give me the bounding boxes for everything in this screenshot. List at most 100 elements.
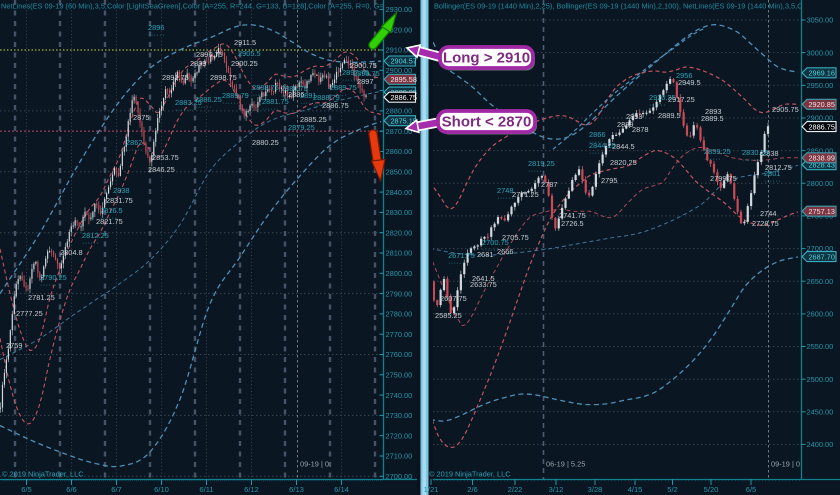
svg-text:2911.5: 2911.5 — [234, 38, 256, 47]
svg-text:2891.75: 2891.75 — [162, 73, 189, 82]
svg-text:2600.00: 2600.00 — [807, 310, 834, 319]
svg-text:2900.00: 2900.00 — [386, 66, 413, 75]
svg-text:······: ······ — [175, 107, 192, 114]
svg-text:2710.00: 2710.00 — [386, 452, 413, 461]
svg-text:2896.75: 2896.75 — [196, 50, 223, 59]
svg-text:······: ······ — [252, 92, 269, 99]
svg-text:2800.00: 2800.00 — [807, 179, 834, 188]
svg-text:2820.00: 2820.00 — [386, 228, 413, 237]
svg-text:2910.00: 2910.00 — [386, 46, 413, 55]
svg-text:© 2019 NinjaTrader, LLC: © 2019 NinjaTrader, LLC — [429, 470, 511, 479]
svg-text:······: ······ — [353, 78, 370, 85]
svg-text:2886.25: 2886.25 — [195, 95, 222, 104]
svg-text:······: ······ — [222, 100, 239, 107]
svg-text:2819.25: 2819.25 — [528, 159, 555, 168]
svg-text:2790.00: 2790.00 — [386, 289, 413, 298]
svg-text:2816.5: 2816.5 — [100, 206, 123, 215]
svg-text:2821.75: 2821.75 — [96, 217, 123, 226]
svg-text:······: ······ — [676, 80, 693, 87]
svg-text:2804.8: 2804.8 — [60, 248, 83, 257]
svg-text:6/13: 6/13 — [289, 485, 304, 494]
svg-text:2839.25: 2839.25 — [704, 147, 731, 156]
svg-text:2400.00: 2400.00 — [807, 440, 834, 449]
svg-text:······: ······ — [113, 195, 130, 202]
svg-text:NetLines(ES 09-19 (60 Min),3,5: NetLines(ES 09-19 (60 Min),3,5,Color [Li… — [1, 2, 398, 11]
svg-text:2881.75: 2881.75 — [262, 97, 289, 106]
svg-text:2930.00: 2930.00 — [386, 5, 413, 14]
svg-text:Short < 2870: Short < 2870 — [442, 114, 532, 131]
svg-text:······: ······ — [448, 260, 465, 267]
svg-text:2838: 2838 — [762, 149, 778, 158]
svg-text:2846.25: 2846.25 — [148, 165, 175, 174]
svg-text:2885.25: 2885.25 — [300, 115, 327, 124]
svg-text:6/5: 6/5 — [746, 485, 757, 494]
svg-text:06-19 | 5.25: 06-19 | 5.25 — [546, 460, 585, 469]
svg-text:2905.75: 2905.75 — [772, 105, 799, 114]
svg-text:2759: 2759 — [6, 341, 22, 350]
svg-text:2840.00: 2840.00 — [386, 188, 413, 197]
svg-text:2875: 2875 — [133, 113, 149, 122]
svg-text:2830.25: 2830.25 — [742, 148, 769, 157]
svg-text:2904.57: 2904.57 — [391, 57, 417, 66]
svg-text:······: ······ — [589, 139, 606, 146]
svg-text:2899: 2899 — [190, 59, 206, 68]
svg-text:2886.75: 2886.75 — [322, 101, 349, 110]
svg-text:2886.75: 2886.75 — [391, 93, 417, 102]
svg-text:2728.75: 2728.75 — [752, 219, 779, 228]
svg-text:2780.00: 2780.00 — [386, 310, 413, 319]
svg-text:2888.79: 2888.79 — [313, 93, 340, 102]
svg-text:······: ······ — [342, 77, 359, 84]
svg-text:······: ······ — [40, 282, 57, 289]
svg-text:2726.5: 2726.5 — [561, 219, 584, 228]
svg-text:2889.79: 2889.79 — [222, 91, 249, 100]
svg-text:2838: 2838 — [113, 186, 129, 195]
svg-text:2900.25: 2900.25 — [231, 59, 258, 68]
svg-text:2770.00: 2770.00 — [386, 330, 413, 339]
svg-text:2895.58: 2895.58 — [391, 75, 417, 84]
svg-text:2950.00: 2950.00 — [807, 81, 834, 90]
svg-text:6/5: 6/5 — [21, 485, 32, 494]
svg-text:2893: 2893 — [705, 107, 721, 116]
svg-text:2893: 2893 — [626, 112, 642, 121]
svg-text:2883.25: 2883.25 — [175, 98, 202, 107]
svg-text:2880.25: 2880.25 — [252, 138, 279, 147]
svg-text:2700.00: 2700.00 — [386, 472, 413, 481]
svg-text:4/15: 4/15 — [628, 485, 643, 494]
svg-text:······: ······ — [281, 93, 298, 100]
svg-text:2866: 2866 — [589, 130, 605, 139]
svg-text:3/12: 3/12 — [549, 485, 564, 494]
svg-text:2828.43: 2828.43 — [809, 160, 835, 169]
svg-text:2878: 2878 — [632, 125, 648, 134]
svg-text:2920.25: 2920.25 — [649, 93, 676, 102]
svg-text:2891: 2891 — [300, 91, 316, 100]
svg-text:2781.25: 2781.25 — [28, 293, 55, 302]
svg-text:2748: 2748 — [497, 186, 513, 195]
svg-text:2666: 2666 — [497, 247, 513, 256]
svg-text:······: ······ — [528, 168, 545, 175]
svg-text:3000.00: 3000.00 — [807, 48, 834, 57]
svg-text:······: ······ — [764, 178, 781, 185]
svg-text:2888.75: 2888.75 — [252, 83, 279, 92]
svg-text:Bollinger(ES 09-19 (1440 Min),: Bollinger(ES 09-19 (1440 Min),2,25), Bol… — [434, 2, 819, 11]
svg-text:6/7: 6/7 — [111, 485, 122, 494]
svg-text:2801: 2801 — [764, 169, 780, 178]
svg-text:2820.25: 2820.25 — [610, 158, 637, 167]
svg-text:2969.16: 2969.16 — [809, 69, 835, 78]
svg-text:2905.5: 2905.5 — [238, 49, 261, 58]
svg-text:······: ······ — [497, 195, 514, 202]
svg-text:2681: 2681 — [477, 250, 493, 259]
svg-text:2500.00: 2500.00 — [807, 375, 834, 384]
svg-text:2830.00: 2830.00 — [386, 208, 413, 217]
svg-text:2862: 2862 — [126, 138, 142, 147]
svg-text:······: ······ — [148, 32, 165, 39]
svg-text:2900.75: 2900.75 — [350, 61, 377, 70]
svg-text:2889.75: 2889.75 — [330, 83, 357, 92]
svg-text:······: ······ — [82, 240, 99, 247]
svg-text:3/28: 3/28 — [588, 485, 603, 494]
svg-text:2760.00: 2760.00 — [386, 350, 413, 359]
svg-text:2920.00: 2920.00 — [386, 25, 413, 34]
svg-text:2889: 2889 — [617, 120, 633, 129]
svg-text:3050.00: 3050.00 — [807, 16, 834, 25]
svg-text:1/21: 1/21 — [424, 485, 439, 494]
svg-text:2831.75: 2831.75 — [106, 196, 133, 205]
